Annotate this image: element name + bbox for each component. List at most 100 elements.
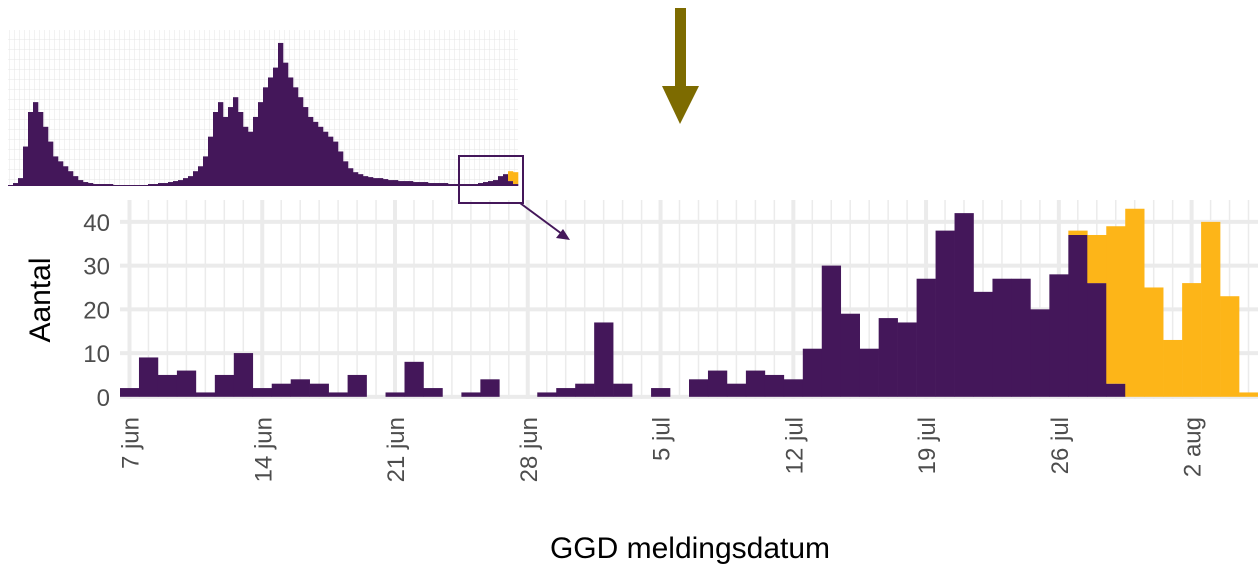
bar xyxy=(168,182,174,186)
inset-chart xyxy=(8,42,519,186)
x-tick-label: 28 jun xyxy=(516,417,543,482)
bar xyxy=(1049,274,1069,397)
bar xyxy=(333,141,339,186)
y-tick-label: 10 xyxy=(83,341,110,368)
bar xyxy=(423,388,443,397)
bar xyxy=(183,178,189,186)
bar xyxy=(897,322,917,397)
bar xyxy=(726,383,747,397)
bar xyxy=(195,392,216,397)
bar xyxy=(98,184,104,186)
bar xyxy=(403,181,409,186)
zoom-box xyxy=(458,155,524,204)
bar xyxy=(916,278,936,397)
zoom-arrow-head xyxy=(556,229,570,240)
bar xyxy=(859,348,879,397)
bar xyxy=(992,278,1012,397)
bar xyxy=(488,181,494,186)
bar xyxy=(103,184,109,186)
bar xyxy=(689,379,709,397)
bar xyxy=(383,179,389,186)
bar xyxy=(88,183,94,186)
x-tick-label: 26 jul xyxy=(1047,417,1074,474)
bar xyxy=(378,178,384,186)
bar xyxy=(93,184,99,186)
bar xyxy=(493,180,499,186)
bar xyxy=(783,379,804,397)
bar xyxy=(323,131,329,186)
bar xyxy=(473,184,479,186)
bar xyxy=(707,370,728,397)
bar xyxy=(157,374,178,397)
bar xyxy=(8,185,14,186)
bar xyxy=(443,183,449,186)
bar xyxy=(223,116,229,186)
y-tick-label: 30 xyxy=(83,254,110,281)
bar xyxy=(208,136,214,186)
x-tick-label: 21 jun xyxy=(383,417,410,482)
bar xyxy=(1068,230,1088,235)
bar xyxy=(233,97,239,186)
bar xyxy=(1106,226,1126,384)
bar xyxy=(1011,278,1031,397)
bar xyxy=(313,121,319,186)
bar xyxy=(288,77,294,186)
bar xyxy=(413,182,419,186)
bar xyxy=(1220,296,1240,397)
bar xyxy=(268,77,274,186)
bar xyxy=(263,87,269,186)
bar xyxy=(503,174,509,186)
bar xyxy=(448,184,454,186)
bar xyxy=(13,183,19,186)
bar xyxy=(802,348,823,397)
bar xyxy=(840,313,860,397)
bar xyxy=(228,107,234,186)
bar xyxy=(613,383,633,397)
bar xyxy=(1125,208,1145,397)
bar xyxy=(290,379,310,397)
bar xyxy=(498,176,504,186)
bar xyxy=(198,166,204,186)
bar xyxy=(193,171,199,186)
bar xyxy=(348,168,354,186)
bar xyxy=(253,116,259,186)
bar xyxy=(954,213,974,397)
bar xyxy=(537,392,557,397)
bar xyxy=(453,184,459,186)
bar xyxy=(28,112,34,186)
x-tick-label: 2 aug xyxy=(1180,417,1207,477)
bar xyxy=(153,184,159,186)
bar xyxy=(404,361,424,397)
y-tick-label: 20 xyxy=(83,297,110,324)
bar xyxy=(1239,392,1258,397)
x-tick-label: 19 jul xyxy=(914,417,941,474)
x-axis-label: GGD meldingsdatum xyxy=(550,532,830,565)
bar xyxy=(373,178,379,186)
bar xyxy=(1030,309,1050,397)
bar xyxy=(178,180,184,186)
bar xyxy=(238,112,244,186)
bar xyxy=(651,388,671,397)
bar xyxy=(478,183,484,186)
bar xyxy=(53,156,59,186)
bar xyxy=(483,182,489,186)
bar xyxy=(248,131,254,186)
bar xyxy=(594,322,614,397)
bar xyxy=(58,161,64,186)
bar xyxy=(43,126,49,186)
bar xyxy=(408,181,414,186)
bar xyxy=(385,392,405,397)
bar xyxy=(393,180,399,186)
bar xyxy=(271,383,291,397)
bar xyxy=(973,291,993,397)
bar xyxy=(23,146,29,186)
bar xyxy=(18,178,24,186)
bar xyxy=(83,182,89,186)
bar xyxy=(218,102,224,186)
bar xyxy=(68,171,74,186)
bar xyxy=(108,184,114,186)
bar xyxy=(33,102,39,186)
bar xyxy=(303,107,309,186)
bar xyxy=(328,392,348,397)
